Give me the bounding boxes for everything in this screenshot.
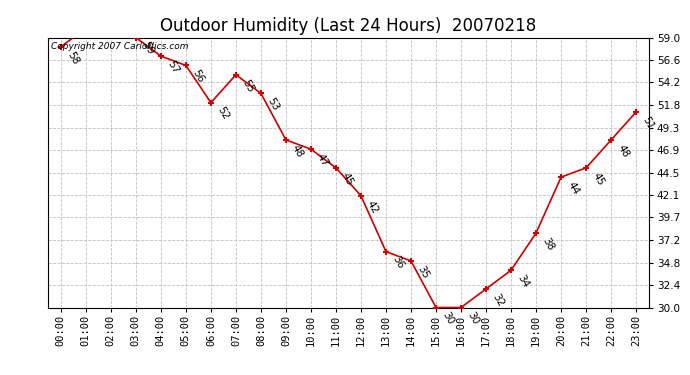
Text: 45: 45 bbox=[590, 171, 606, 187]
Text: 47: 47 bbox=[315, 152, 331, 168]
Text: 30: 30 bbox=[440, 310, 455, 327]
Text: 30: 30 bbox=[465, 310, 480, 327]
Text: 48: 48 bbox=[615, 143, 631, 159]
Text: 59: 59 bbox=[140, 40, 155, 57]
Text: 57: 57 bbox=[165, 59, 180, 75]
Text: 45: 45 bbox=[340, 171, 355, 187]
Text: 36: 36 bbox=[390, 254, 406, 271]
Text: 35: 35 bbox=[415, 264, 431, 280]
Text: 51: 51 bbox=[640, 115, 656, 131]
Text: Copyright 2007 CarloNics.com: Copyright 2007 CarloNics.com bbox=[51, 42, 189, 51]
Text: 58: 58 bbox=[65, 50, 80, 66]
Text: 52: 52 bbox=[215, 105, 230, 122]
Title: Outdoor Humidity (Last 24 Hours)  20070218: Outdoor Humidity (Last 24 Hours) 2007021… bbox=[160, 16, 537, 34]
Text: 32: 32 bbox=[490, 292, 506, 308]
Text: 55: 55 bbox=[240, 78, 255, 94]
Text: 38: 38 bbox=[540, 236, 555, 252]
Text: 42: 42 bbox=[365, 198, 380, 215]
Text: 48: 48 bbox=[290, 143, 306, 159]
Text: 34: 34 bbox=[515, 273, 531, 290]
Text: 53: 53 bbox=[265, 96, 280, 112]
Text: 60: 60 bbox=[0, 374, 1, 375]
Text: 60: 60 bbox=[0, 374, 1, 375]
Text: 56: 56 bbox=[190, 68, 206, 85]
Text: 44: 44 bbox=[565, 180, 580, 196]
